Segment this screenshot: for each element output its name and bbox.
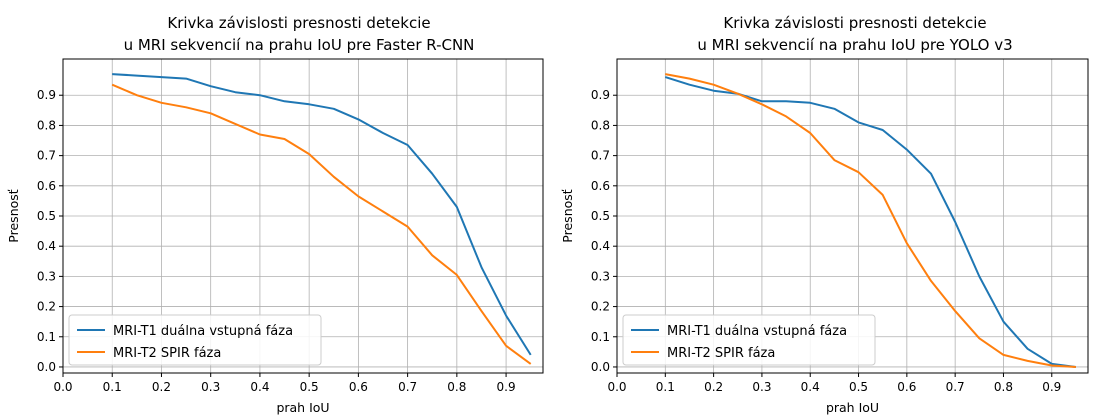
y-tick-label: 0.4 <box>591 239 610 253</box>
x-tick-label: 0.5 <box>849 380 868 394</box>
x-tick-label: 0.0 <box>53 380 72 394</box>
legend: MRI-T1 duálna vstupná fáza MRI-T2 SPIR fá… <box>622 314 876 366</box>
x-axis-label: prah IoU <box>826 400 879 415</box>
y-tick-label: 0.5 <box>591 209 610 223</box>
x-tick-label: 0.1 <box>103 380 122 394</box>
y-tick-label: 0.1 <box>591 330 610 344</box>
x-tick-label: 0.3 <box>752 380 771 394</box>
y-tick-label: 0.8 <box>591 118 610 132</box>
series-line-2 <box>111 83 532 365</box>
legend-entry-label: MRI-T2 SPIR fáza <box>113 346 221 361</box>
x-tick-label: 0.6 <box>897 380 916 394</box>
chart-title-line-1: Krivka závislosti presnosti detekcie <box>723 14 986 32</box>
y-tick-label: 0.1 <box>37 330 56 344</box>
legend-box <box>622 314 876 366</box>
chart-2: 0.0 0.1 0.2 0.3 0.4 0.5 0.6 0.7 0.8 0.9 0.0 0.1 0.2 0… <box>560 14 1089 415</box>
x-tick-label: 0.2 <box>152 380 171 394</box>
x-tick-label: 0.1 <box>656 380 675 394</box>
y-tick-label: 0.3 <box>37 269 56 283</box>
x-tick-label: 0.0 <box>607 380 626 394</box>
x-tick-label: 0.8 <box>447 380 466 394</box>
x-tick-label: 0.2 <box>704 380 723 394</box>
x-tick-label: 0.6 <box>349 380 368 394</box>
y-tick-label: 0.8 <box>37 118 56 132</box>
x-tick-label: 0.7 <box>946 380 965 394</box>
x-tick-label: 0.3 <box>201 380 220 394</box>
y-tick-label: 0.0 <box>37 360 56 374</box>
series-line-1 <box>112 73 532 356</box>
y-tick-label: 0.3 <box>591 269 610 283</box>
chart-title-line-2: u MRI sekvencií na prahu IoU pre YOLO v3 <box>697 36 1012 54</box>
x-tick-label: 0.7 <box>398 380 417 394</box>
y-tick-label: 0.5 <box>37 209 56 223</box>
y-axis-label: Presnosť <box>6 189 21 242</box>
y-tick-label: 0.2 <box>591 300 610 314</box>
x-tick-label: 0.4 <box>801 380 820 394</box>
y-tick-label: 0.7 <box>37 149 56 163</box>
y-tick-label: 0.4 <box>37 239 56 253</box>
y-tick-label: 0.6 <box>37 179 56 193</box>
x-tick-label: 0.9 <box>1042 380 1061 394</box>
y-tick-label: 0.9 <box>37 88 56 102</box>
y-tick-label: 0.2 <box>37 300 56 314</box>
legend-entry-label: MRI-T2 SPIR fáza <box>667 346 775 361</box>
x-tick-label: 0.8 <box>994 380 1013 394</box>
y-tick-label: 0.6 <box>591 179 610 193</box>
series-line-2 <box>665 73 1076 368</box>
y-tick-label: 0.0 <box>591 360 610 374</box>
y-axis-label: Presnosť <box>560 189 575 242</box>
chart-1: 0.0 0.1 0.2 0.3 0.4 0.5 0.6 0.7 0.8 0.9 0.0 0.1 0.2 0… <box>6 14 544 415</box>
x-tick-label: 0.9 <box>497 380 516 394</box>
y-tick-label: 0.7 <box>591 149 610 163</box>
chart-title-line-1: Krivka závislosti presnosti detekcie <box>167 14 430 32</box>
x-axis-label: prah IoU <box>276 400 329 415</box>
x-tick-label: 0.4 <box>250 380 269 394</box>
legend-entry-label: MRI-T1 duálna vstupná fáza <box>667 324 847 339</box>
y-tick-label: 0.9 <box>591 88 610 102</box>
chart-title-line-2: u MRI sekvencií na prahu IoU pre Faster … <box>124 36 475 54</box>
legend: MRI-T1 duálna vstupná fáza MRI-T2 SPIR fá… <box>68 314 322 366</box>
legend-box <box>68 314 322 366</box>
legend-entry-label: MRI-T1 duálna vstupná fáza <box>113 324 293 339</box>
x-tick-label: 0.5 <box>300 380 319 394</box>
